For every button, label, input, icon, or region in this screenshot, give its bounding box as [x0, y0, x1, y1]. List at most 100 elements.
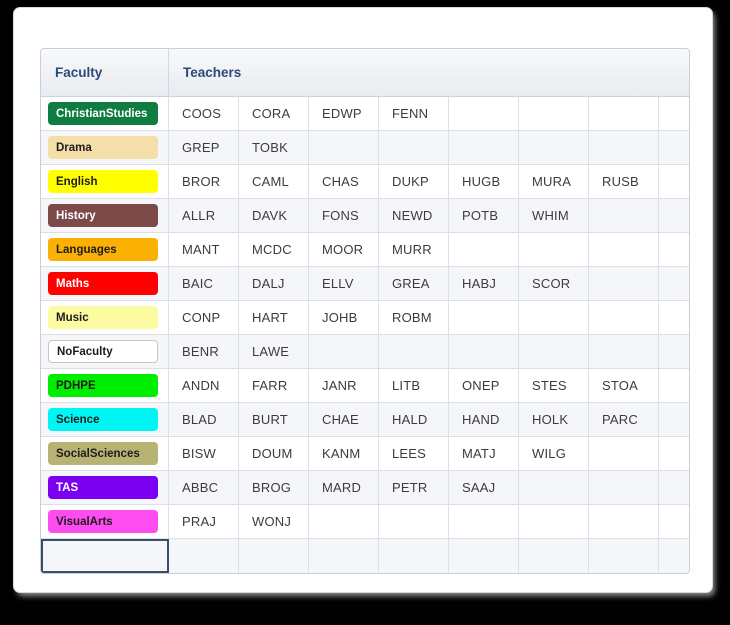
- faculty-badge[interactable]: Drama: [48, 136, 158, 159]
- teacher-cell[interactable]: ANDN: [169, 369, 239, 403]
- spare-cell[interactable]: [659, 505, 689, 539]
- teacher-cell[interactable]: [589, 97, 659, 131]
- faculty-cell[interactable]: History: [41, 199, 169, 233]
- faculty-badge[interactable]: VisualArts: [48, 510, 158, 533]
- faculty-cell[interactable]: Languages: [41, 233, 169, 267]
- teacher-cell[interactable]: STOA: [589, 369, 659, 403]
- teacher-cell[interactable]: WILG: [519, 437, 589, 471]
- faculty-badge[interactable]: Music: [48, 306, 158, 329]
- spare-cell[interactable]: [659, 267, 689, 301]
- faculty-cell[interactable]: PDHPE: [41, 369, 169, 403]
- teacher-cell[interactable]: BLAD: [169, 403, 239, 437]
- spare-cell[interactable]: [659, 199, 689, 233]
- teacher-cell[interactable]: [449, 301, 519, 335]
- teacher-cell[interactable]: WONJ: [239, 505, 309, 539]
- teacher-cell[interactable]: [589, 267, 659, 301]
- teacher-cell[interactable]: KANM: [309, 437, 379, 471]
- spare-cell[interactable]: [659, 301, 689, 335]
- teacher-cell[interactable]: [379, 539, 449, 573]
- teacher-cell[interactable]: [449, 539, 519, 573]
- teacher-cell[interactable]: FARR: [239, 369, 309, 403]
- teacher-cell[interactable]: DAVK: [239, 199, 309, 233]
- teacher-cell[interactable]: MURR: [379, 233, 449, 267]
- teacher-cell[interactable]: JANR: [309, 369, 379, 403]
- teacher-cell[interactable]: [449, 505, 519, 539]
- teacher-cell[interactable]: BENR: [169, 335, 239, 369]
- faculty-cell[interactable]: Science: [41, 403, 169, 437]
- teacher-cell[interactable]: [589, 199, 659, 233]
- teacher-cell[interactable]: DOUM: [239, 437, 309, 471]
- faculty-badge[interactable]: TAS: [48, 476, 158, 499]
- faculty-cell[interactable]: Maths: [41, 267, 169, 301]
- teacher-cell[interactable]: HART: [239, 301, 309, 335]
- teacher-cell[interactable]: [309, 131, 379, 165]
- teacher-cell[interactable]: CAML: [239, 165, 309, 199]
- teacher-cell[interactable]: DUKP: [379, 165, 449, 199]
- faculty-badge[interactable]: NoFaculty: [48, 340, 158, 363]
- teacher-cell[interactable]: ELLV: [309, 267, 379, 301]
- teacher-cell[interactable]: [589, 437, 659, 471]
- faculty-cell[interactable]: Music: [41, 301, 169, 335]
- teacher-cell[interactable]: [519, 233, 589, 267]
- teacher-cell[interactable]: [309, 505, 379, 539]
- teacher-cell[interactable]: [519, 505, 589, 539]
- spare-cell[interactable]: [659, 369, 689, 403]
- teacher-cell[interactable]: [449, 131, 519, 165]
- faculty-cell[interactable]: VisualArts: [41, 505, 169, 539]
- teacher-cell[interactable]: COOS: [169, 97, 239, 131]
- teacher-cell[interactable]: CHAS: [309, 165, 379, 199]
- teacher-cell[interactable]: [379, 505, 449, 539]
- faculty-badge[interactable]: Science: [48, 408, 158, 431]
- teacher-cell[interactable]: HOLK: [519, 403, 589, 437]
- teacher-cell[interactable]: LEES: [379, 437, 449, 471]
- teacher-cell[interactable]: PARC: [589, 403, 659, 437]
- teacher-cell[interactable]: HABJ: [449, 267, 519, 301]
- faculty-cell[interactable]: Drama: [41, 131, 169, 165]
- teacher-cell[interactable]: [519, 131, 589, 165]
- teacher-cell[interactable]: MCDC: [239, 233, 309, 267]
- spare-cell[interactable]: [659, 403, 689, 437]
- teacher-cell[interactable]: HUGB: [449, 165, 519, 199]
- teacher-cell[interactable]: RUSB: [589, 165, 659, 199]
- teacher-cell[interactable]: PRAJ: [169, 505, 239, 539]
- teacher-cell[interactable]: [379, 335, 449, 369]
- teacher-cell[interactable]: [519, 335, 589, 369]
- teacher-cell[interactable]: WHIM: [519, 199, 589, 233]
- teacher-cell[interactable]: DALJ: [239, 267, 309, 301]
- teacher-cell[interactable]: PETR: [379, 471, 449, 505]
- faculty-cell[interactable]: English: [41, 165, 169, 199]
- spare-cell[interactable]: [659, 471, 689, 505]
- teacher-cell[interactable]: [589, 233, 659, 267]
- teacher-cell[interactable]: [449, 97, 519, 131]
- faculty-cell[interactable]: [41, 539, 169, 573]
- teacher-cell[interactable]: [449, 335, 519, 369]
- teacher-cell[interactable]: ONEP: [449, 369, 519, 403]
- teacher-cell[interactable]: TOBK: [239, 131, 309, 165]
- spare-cell[interactable]: [659, 233, 689, 267]
- faculty-cell[interactable]: TAS: [41, 471, 169, 505]
- teacher-cell[interactable]: SAAJ: [449, 471, 519, 505]
- teacher-cell[interactable]: [589, 301, 659, 335]
- spare-cell[interactable]: [659, 335, 689, 369]
- faculty-cell[interactable]: ChristianStudies: [41, 97, 169, 131]
- teacher-cell[interactable]: CHAE: [309, 403, 379, 437]
- faculty-badge[interactable]: SocialSciences: [48, 442, 158, 465]
- teacher-cell[interactable]: SCOR: [519, 267, 589, 301]
- spare-cell[interactable]: [659, 97, 689, 131]
- teacher-cell[interactable]: BROR: [169, 165, 239, 199]
- teacher-cell[interactable]: CORA: [239, 97, 309, 131]
- teacher-cell[interactable]: [589, 335, 659, 369]
- faculty-cell[interactable]: SocialSciences: [41, 437, 169, 471]
- faculty-badge[interactable]: ChristianStudies: [48, 102, 158, 125]
- teacher-cell[interactable]: ALLR: [169, 199, 239, 233]
- teacher-cell[interactable]: [589, 131, 659, 165]
- teacher-cell[interactable]: [519, 539, 589, 573]
- faculty-badge[interactable]: English: [48, 170, 158, 193]
- teacher-cell[interactable]: GREA: [379, 267, 449, 301]
- spare-cell[interactable]: [659, 165, 689, 199]
- teacher-cell[interactable]: [309, 539, 379, 573]
- teacher-cell[interactable]: [449, 233, 519, 267]
- faculty-badge[interactable]: PDHPE: [48, 374, 158, 397]
- teacher-cell[interactable]: BURT: [239, 403, 309, 437]
- teacher-cell[interactable]: [519, 471, 589, 505]
